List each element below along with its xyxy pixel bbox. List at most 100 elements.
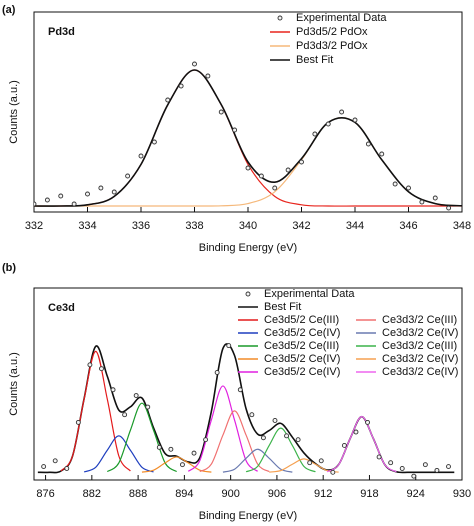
x-tick-label: 912 (314, 488, 332, 500)
data-point (122, 412, 128, 418)
data-point (419, 199, 425, 205)
data-point (307, 460, 313, 466)
data-point (87, 362, 93, 368)
data-point (64, 466, 70, 471)
data-point (272, 185, 278, 191)
data-point (156, 444, 162, 450)
data-point (205, 73, 211, 79)
x-tick-label: 888 (129, 488, 147, 500)
data-point (312, 131, 318, 137)
plot-frame (33, 287, 463, 481)
data-point (388, 460, 394, 466)
data-point (52, 458, 58, 464)
data-point (365, 141, 371, 147)
panel-title: Ce3d (48, 302, 75, 314)
legend-label: Experimental Data (296, 12, 387, 24)
data-point (318, 458, 324, 464)
data-point (232, 127, 238, 133)
fit-line (199, 410, 270, 473)
fit-line (83, 435, 154, 473)
data-point (99, 366, 104, 372)
fit-line (222, 448, 293, 473)
data-point (258, 173, 264, 179)
panel-label: (b) (2, 262, 16, 274)
legend-label: Pd3d5/2 PdOx (296, 26, 368, 38)
x-tick-label: 342 (292, 220, 310, 232)
x-tick-label: 340 (239, 220, 257, 232)
data-point (41, 464, 47, 470)
data-point (365, 419, 370, 425)
data-point (125, 173, 131, 179)
data-point (352, 117, 358, 123)
legend-label: Best Fit (264, 301, 301, 313)
data-point (168, 446, 174, 452)
data-point (75, 419, 81, 425)
data-point (325, 121, 331, 127)
data-point (406, 185, 411, 191)
data-point (71, 201, 77, 207)
data-point (178, 83, 184, 89)
legend-label: Ce3d3/2 Ce(III) (382, 314, 457, 326)
legend-label: Pd3d3/2 PdOx (296, 40, 368, 52)
panel-label: (a) (2, 4, 16, 16)
fit-line (34, 69, 462, 207)
data-point (399, 466, 405, 471)
x-tick-label: 918 (360, 488, 378, 500)
data-point (392, 181, 398, 187)
data-point (434, 467, 440, 473)
data-point (295, 437, 301, 443)
legend-marker (277, 15, 283, 21)
x-tick-label: 924 (407, 488, 425, 500)
x-tick-label: 334 (78, 220, 96, 232)
x-tick-label: 348 (453, 220, 471, 232)
data-point (379, 151, 385, 157)
data-point (133, 393, 139, 398)
data-point (422, 462, 428, 468)
fit-line (326, 416, 397, 473)
data-point (446, 464, 451, 470)
data-point (191, 450, 197, 456)
x-tick-label: 906 (268, 488, 286, 500)
fit-line (106, 402, 178, 473)
plot-area (34, 61, 462, 211)
data-point (245, 165, 251, 171)
data-point (98, 185, 104, 191)
data-point (376, 454, 382, 460)
data-point (151, 139, 157, 145)
data-point (165, 97, 171, 103)
legend-label: Ce3d3/2 Ce(IV) (382, 327, 458, 339)
data-point (203, 437, 209, 443)
legend-label: Ce3d5/2 Ce(IV) (264, 327, 340, 339)
fit-line (187, 385, 259, 472)
data-point (58, 193, 64, 199)
data-point (339, 109, 345, 115)
y-axis-label: Counts (a.u.) (8, 80, 20, 144)
legend-label: Ce3d3/2 Ce(IV) (382, 366, 458, 378)
y-axis-label: Counts (a.u.) (8, 352, 20, 416)
plot-area (37, 343, 455, 479)
data-point (285, 167, 291, 173)
data-point (411, 473, 417, 479)
x-tick-label: 882 (83, 488, 101, 500)
data-point (260, 435, 266, 441)
data-point (34, 201, 37, 207)
x-axis-label: Binding Energy (eV) (199, 510, 297, 522)
x-tick-label: 344 (346, 220, 364, 232)
legend-label: Ce3d5/2 Ce(IV) (264, 366, 340, 378)
data-point (272, 418, 278, 423)
x-tick-label: 336 (132, 220, 150, 232)
data-point (299, 159, 304, 165)
fit-line (60, 350, 131, 472)
legend-label: Best Fit (296, 54, 333, 66)
panel-title: Pd3d (48, 26, 75, 38)
data-point (330, 469, 336, 475)
x-tick-label: 930 (453, 488, 471, 500)
data-point (214, 370, 220, 375)
data-point (284, 433, 290, 439)
data-point (85, 191, 90, 197)
data-point (218, 109, 224, 115)
plot-frame (33, 11, 463, 213)
x-tick-label: 338 (185, 220, 203, 232)
data-point (44, 197, 50, 203)
